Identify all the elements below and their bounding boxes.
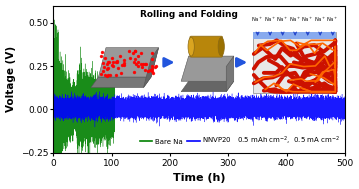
Y-axis label: Voltage (V): Voltage (V) bbox=[5, 46, 15, 112]
Legend: Bare Na, NNVP20   0.5 mAh cm$^{-2}$,  0.5 mA cm$^{-2}$: Bare Na, NNVP20 0.5 mAh cm$^{-2}$, 0.5 m… bbox=[139, 134, 341, 148]
X-axis label: Time (h): Time (h) bbox=[173, 174, 225, 184]
